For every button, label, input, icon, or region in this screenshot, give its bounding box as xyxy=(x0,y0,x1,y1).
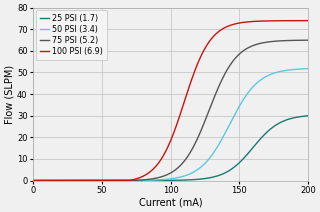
75 PSI (5.2) xyxy=(306,39,310,42)
50 PSI (3.4) xyxy=(298,68,302,70)
25 PSI (1.7) xyxy=(165,179,169,182)
100 PSI (6.9) xyxy=(31,179,35,182)
50 PSI (3.4) xyxy=(165,178,169,180)
25 PSI (1.7) xyxy=(157,179,161,182)
100 PSI (6.9) xyxy=(298,19,302,22)
25 PSI (1.7) xyxy=(306,114,310,117)
100 PSI (6.9) xyxy=(157,160,161,163)
25 PSI (1.7) xyxy=(31,179,35,182)
Line: 50 PSI (3.4): 50 PSI (3.4) xyxy=(33,69,308,180)
75 PSI (5.2) xyxy=(165,174,169,176)
Y-axis label: Flow (SLPM): Flow (SLPM) xyxy=(4,64,14,124)
75 PSI (5.2) xyxy=(31,179,35,182)
50 PSI (3.4) xyxy=(31,179,35,182)
Line: 25 PSI (1.7): 25 PSI (1.7) xyxy=(33,116,308,180)
75 PSI (5.2) xyxy=(248,46,252,48)
75 PSI (5.2) xyxy=(298,39,302,42)
100 PSI (6.9) xyxy=(45,179,49,182)
100 PSI (6.9) xyxy=(306,19,310,22)
25 PSI (1.7) xyxy=(248,151,252,153)
50 PSI (3.4) xyxy=(298,68,302,70)
50 PSI (3.4) xyxy=(45,179,49,182)
Line: 100 PSI (6.9): 100 PSI (6.9) xyxy=(33,21,308,180)
100 PSI (6.9) xyxy=(298,19,302,22)
25 PSI (1.7) xyxy=(45,179,49,182)
50 PSI (3.4) xyxy=(248,90,252,92)
100 PSI (6.9) xyxy=(165,148,169,151)
25 PSI (1.7) xyxy=(298,116,302,118)
50 PSI (3.4) xyxy=(157,179,161,181)
50 PSI (3.4) xyxy=(306,67,310,70)
Legend: 25 PSI (1.7), 50 PSI (3.4), 75 PSI (5.2), 100 PSI (6.9): 25 PSI (1.7), 50 PSI (3.4), 75 PSI (5.2)… xyxy=(36,10,108,60)
75 PSI (5.2) xyxy=(298,39,302,42)
75 PSI (5.2) xyxy=(45,179,49,182)
X-axis label: Current (mA): Current (mA) xyxy=(139,198,202,208)
75 PSI (5.2) xyxy=(157,176,161,179)
100 PSI (6.9) xyxy=(248,21,252,23)
25 PSI (1.7) xyxy=(298,115,302,118)
Line: 75 PSI (5.2): 75 PSI (5.2) xyxy=(33,40,308,180)
